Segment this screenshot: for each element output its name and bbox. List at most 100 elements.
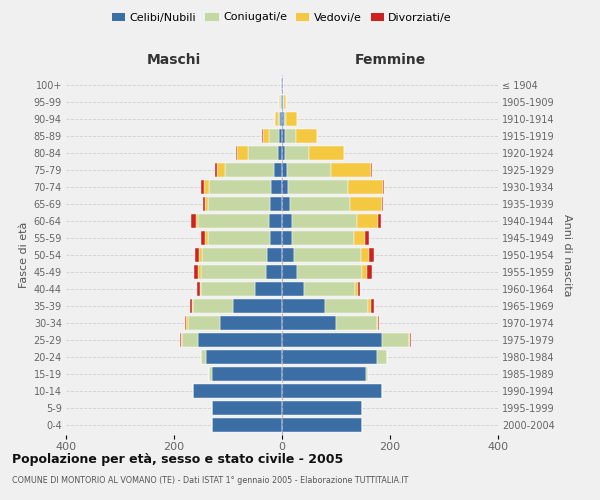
Bar [198,214,269,228]
Bar [185,316,187,330]
Bar [275,112,278,126]
Bar [187,316,220,330]
Bar [191,214,196,228]
Legend: Celibi/Nubili, Coniugati/e, Vedovi/e, Divorziati/e: Celibi/Nubili, Coniugati/e, Vedovi/e, Di… [107,8,457,27]
Bar [409,333,410,347]
Bar [282,146,285,160]
Bar [282,367,366,381]
Bar [282,197,290,211]
Bar [285,129,296,143]
Bar [212,418,282,432]
Bar [371,163,372,177]
Bar [280,112,282,126]
Bar [202,248,267,262]
Bar [282,316,336,330]
Bar [280,95,281,109]
Bar [271,180,282,194]
Bar [205,197,208,211]
Text: Popolazione per età, sesso e stato civile - 2005: Popolazione per età, sesso e stato civil… [12,452,343,466]
Bar [203,197,205,211]
Bar [193,384,282,398]
Bar [289,180,348,194]
Bar [248,146,278,160]
Bar [336,316,377,330]
Bar [366,367,368,381]
Bar [208,197,270,211]
Bar [282,112,284,126]
Bar [278,146,282,160]
Bar [358,282,360,296]
Bar [196,214,198,228]
Bar [269,214,282,228]
Bar [285,146,309,160]
Bar [255,282,282,296]
Bar [201,180,204,194]
Bar [382,197,383,211]
Bar [192,299,193,313]
Bar [201,265,266,279]
Bar [181,333,182,347]
Bar [237,146,248,160]
Bar [198,333,282,347]
Bar [278,112,280,126]
Bar [195,248,199,262]
Bar [282,333,382,347]
Bar [212,401,282,415]
Bar [190,299,192,313]
Bar [236,146,237,160]
Bar [262,129,263,143]
Bar [180,333,181,347]
Bar [281,95,282,109]
Bar [266,265,282,279]
Bar [194,265,198,279]
Bar [354,231,365,245]
Bar [282,95,283,109]
Bar [204,180,209,194]
Bar [197,282,200,296]
Y-axis label: Fasce di età: Fasce di età [19,222,29,288]
Bar [201,231,205,245]
Bar [282,129,285,143]
Bar [274,163,282,177]
Bar [282,401,362,415]
Bar [368,299,371,313]
Bar [286,112,297,126]
Bar [290,197,349,211]
Bar [304,282,355,296]
Bar [382,333,409,347]
Bar [215,163,217,177]
Bar [282,282,304,296]
Bar [287,163,331,177]
Bar [205,231,208,245]
Bar [296,129,317,143]
Bar [206,350,282,364]
Bar [267,248,282,262]
Bar [309,146,344,160]
Bar [383,180,384,194]
Bar [282,248,294,262]
Bar [208,231,270,245]
Bar [371,299,374,313]
Text: Femmine: Femmine [355,52,425,66]
Bar [280,129,282,143]
Bar [220,316,282,330]
Bar [233,299,282,313]
Bar [209,180,271,194]
Bar [365,231,369,245]
Bar [201,350,206,364]
Bar [284,95,286,109]
Bar [378,214,381,228]
Text: COMUNE DI MONTORIO AL VOMANO (TE) - Dati ISTAT 1° gennaio 2005 - Elaborazione TU: COMUNE DI MONTORIO AL VOMANO (TE) - Dati… [12,476,409,485]
Bar [199,248,202,262]
Bar [282,163,287,177]
Bar [294,248,361,262]
Bar [270,197,282,211]
Bar [226,163,274,177]
Bar [269,129,280,143]
Bar [349,197,382,211]
Bar [325,299,368,313]
Bar [356,214,378,228]
Y-axis label: Anni di nascita: Anni di nascita [562,214,572,296]
Bar [362,265,367,279]
Bar [200,282,201,296]
